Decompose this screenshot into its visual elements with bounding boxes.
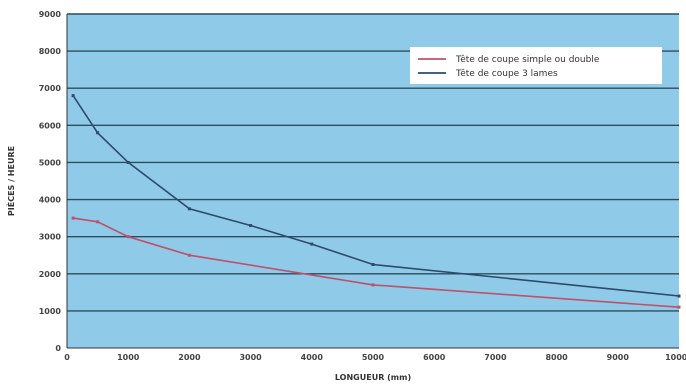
- data-point: [310, 242, 314, 246]
- series-line-1: [72, 217, 680, 308]
- y-tick-label: 2000: [39, 270, 62, 279]
- y-tick-label: 7000: [39, 84, 62, 93]
- x-tick-labels: 0 1000 2000 3000 4000 5000 6000 7000 8000 9000 100…: [64, 353, 686, 362]
- x-tick-label: 1000: [117, 353, 140, 362]
- gridlines: [67, 13, 679, 312]
- y-tick-labels: 0 1000 2000 3000 4000 5000 6000 7000 8000 9000: [39, 10, 62, 353]
- y-tick-label: 0: [55, 344, 61, 353]
- y-tick-label: 1000: [39, 307, 62, 316]
- data-point: [126, 235, 130, 239]
- x-axis-label: LONGUEUR (mm): [335, 373, 411, 382]
- y-tick-label: 5000: [39, 158, 62, 167]
- data-point: [677, 294, 681, 298]
- series-points: [71, 94, 681, 309]
- x-tick-label: 10000: [665, 353, 686, 362]
- y-tick-label: 6000: [39, 121, 62, 130]
- x-tick-label: 4000: [301, 353, 324, 362]
- x-tick-label: 0: [64, 353, 70, 362]
- x-tick-label: 3000: [239, 353, 262, 362]
- data-point: [71, 94, 75, 98]
- data-point: [187, 253, 191, 257]
- x-tick-label: 9000: [607, 353, 630, 362]
- x-tick-label: 6000: [423, 353, 446, 362]
- legend-box: [410, 47, 662, 84]
- data-point: [96, 131, 100, 135]
- x-tick-label: 8000: [545, 353, 568, 362]
- data-point: [71, 216, 75, 220]
- y-axis-label: PIÈCES / HEURE: [5, 146, 16, 216]
- legend: Tête de coupe simple ou double Tête de co…: [410, 47, 662, 84]
- legend-label: Tête de coupe 3 lames: [455, 68, 558, 79]
- data-point: [187, 207, 191, 211]
- data-point: [96, 220, 100, 224]
- x-tick-label: 5000: [362, 353, 385, 362]
- data-point: [249, 224, 253, 228]
- y-tick-label: 3000: [39, 233, 62, 242]
- data-point: [371, 263, 375, 266]
- data-point: [677, 305, 681, 309]
- y-tick-label: 9000: [39, 10, 62, 19]
- y-tick-label: 4000: [39, 196, 62, 205]
- series-line-2: [72, 95, 680, 297]
- legend-label: Tête de coupe simple ou double: [455, 54, 600, 65]
- series-lines: [72, 95, 680, 308]
- data-point: [126, 160, 130, 164]
- data-point: [371, 283, 375, 287]
- y-tick-label: 8000: [39, 47, 62, 56]
- x-tick-label: 7000: [484, 353, 507, 362]
- x-tick-label: 2000: [178, 353, 201, 362]
- axes: [66, 14, 679, 349]
